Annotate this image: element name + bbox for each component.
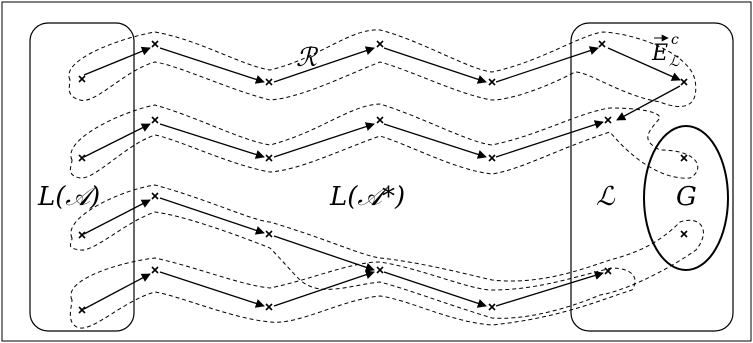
node-mark [266, 304, 272, 310]
node-mark [681, 155, 687, 161]
node-mark [152, 193, 158, 199]
edge-set-base: E [651, 41, 668, 66]
region-right [571, 23, 733, 331]
edge [84, 48, 150, 75]
node-mark [681, 79, 687, 85]
node-mark [266, 231, 272, 237]
node-mark [152, 41, 158, 47]
edge [160, 48, 264, 82]
node-mark [605, 268, 611, 274]
node-mark [79, 155, 85, 161]
label-right-region: ℒ [596, 182, 616, 212]
edge [496, 273, 603, 306]
label-edge-set: E c ℒ [651, 32, 680, 70]
edge [160, 198, 264, 233]
edge [274, 272, 374, 306]
node-mark [377, 267, 383, 273]
edge [384, 272, 486, 306]
node-mark [79, 76, 85, 82]
node-mark [266, 79, 272, 85]
edge [496, 48, 598, 82]
node-mark [489, 155, 495, 161]
label-goal: G [676, 182, 697, 212]
label-middle-region: L(𝒜*) [329, 182, 405, 212]
node-mark [266, 155, 272, 161]
node-mark [79, 307, 85, 313]
edge [84, 124, 150, 157]
node-mark [489, 304, 495, 310]
edge [160, 272, 264, 306]
edge [617, 86, 680, 120]
node-mark [152, 267, 158, 273]
edge-set-sup: c [671, 32, 679, 48]
node-mark [489, 79, 495, 85]
node-mark [377, 41, 383, 47]
label-relation: ℛ [296, 43, 319, 73]
edge-set-sub: ℒ [669, 54, 680, 70]
edge [84, 274, 150, 309]
node-mark [599, 41, 605, 47]
dashed-path-4 [70, 258, 635, 328]
edge [274, 48, 374, 82]
node-mark [152, 117, 158, 123]
dashed-path-2 [70, 104, 697, 178]
edge [160, 124, 264, 157]
node-mark [681, 231, 687, 237]
edge [384, 48, 486, 82]
edge [274, 236, 374, 270]
edge [274, 124, 374, 157]
node-mark [79, 232, 85, 238]
node-mark [605, 117, 611, 123]
edge [384, 124, 486, 157]
node-mark [377, 117, 383, 123]
region-left [30, 23, 134, 331]
label-left-region: L(𝒜) [37, 182, 100, 212]
